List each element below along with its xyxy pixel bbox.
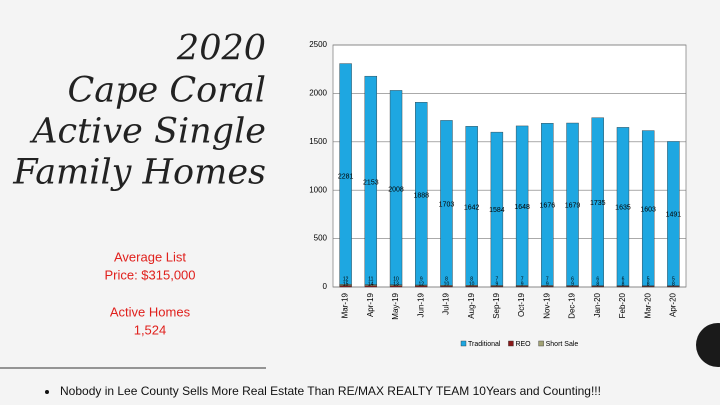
data-label: 1584	[489, 207, 505, 214]
data-label: 1491	[666, 212, 682, 219]
data-label: 9	[420, 276, 423, 282]
data-label: 7	[521, 276, 524, 282]
x-tick-label: Mar-19	[341, 292, 350, 318]
data-label: 1888	[413, 192, 429, 199]
stat-text: Average List	[114, 249, 186, 264]
data-label: 10	[393, 276, 399, 282]
x-tick-label: Mar-20	[643, 292, 652, 318]
title-line: Family Homes	[12, 153, 266, 193]
decor-circle	[696, 323, 720, 367]
data-label: 10	[469, 281, 475, 287]
title-line: 2020	[176, 29, 266, 69]
legend-swatch	[508, 340, 514, 347]
data-label: 2281	[338, 173, 354, 180]
data-label: 1642	[464, 204, 480, 211]
data-label: 1703	[439, 201, 455, 208]
y-tick-label: 500	[314, 234, 328, 243]
data-label: 2153	[363, 180, 379, 187]
data-label: 15	[343, 281, 349, 287]
bar-segment	[490, 131, 504, 286]
bar-segment	[566, 122, 579, 286]
x-tick-label: Nov-19	[542, 292, 551, 318]
y-tick-label: 1500	[309, 137, 327, 146]
x-tick-label: Jan-20	[593, 292, 602, 317]
data-label: 8	[445, 276, 448, 282]
data-label: 7	[546, 276, 549, 282]
data-label: 11	[368, 276, 373, 282]
data-label: 1735	[590, 200, 606, 207]
y-tick-label: 1000	[309, 185, 327, 194]
data-label: 5	[647, 276, 650, 282]
stat-text: Price: $315,000	[104, 267, 195, 282]
x-tick-label: Apr-19	[366, 292, 375, 317]
data-label: 6	[571, 276, 574, 282]
title-line: Cape Coral	[67, 71, 266, 111]
legend-swatch	[460, 340, 467, 347]
data-label: 6	[622, 276, 625, 282]
x-tick-label: Jul-19	[442, 292, 451, 314]
footer-text: Nobody in Lee County Sells More Real Est…	[60, 384, 601, 398]
x-tick-label: Sep-19	[492, 292, 501, 318]
stat-text: Active Homes	[110, 304, 191, 319]
data-label: 12	[418, 281, 424, 287]
data-label: 8	[672, 281, 675, 287]
data-label: 6	[596, 276, 599, 282]
x-tick-label: Dec-19	[568, 292, 577, 318]
data-label: 13	[393, 281, 399, 287]
data-label: 1648	[514, 204, 530, 211]
data-label: 5	[672, 276, 675, 282]
bar-segment	[591, 117, 604, 286]
data-label: 14	[368, 281, 374, 287]
bar-segment	[339, 63, 352, 285]
title-line: Active Single	[29, 112, 266, 152]
bullet	[45, 390, 49, 394]
x-tick-label: Apr-20	[669, 292, 678, 317]
legend-label: Traditional	[468, 341, 501, 348]
bar-segment	[541, 123, 554, 286]
data-label: 7	[496, 276, 499, 282]
x-tick-label: Feb-20	[618, 292, 627, 318]
data-label: 9	[571, 281, 574, 287]
data-label: 9	[546, 281, 549, 287]
legend-label: Short Sale	[546, 341, 579, 348]
x-tick-label: Jun-19	[416, 292, 425, 317]
bar-segment	[515, 125, 529, 286]
data-label: 9	[496, 281, 499, 287]
bar-segment	[465, 126, 478, 286]
data-label: 12	[343, 276, 349, 282]
data-label: 9	[521, 281, 524, 287]
data-label: 8	[596, 281, 599, 287]
bar-segment	[641, 130, 655, 286]
bar-segment	[440, 120, 453, 286]
data-label: 1635	[615, 205, 631, 212]
legend-swatch	[538, 340, 544, 347]
legend-label: REO	[515, 341, 531, 348]
data-label: 2008	[388, 187, 404, 194]
y-tick-label: 0	[323, 282, 328, 291]
stat-text: 1,524	[134, 322, 167, 337]
data-label: 8	[622, 281, 625, 287]
bar-segment	[616, 127, 630, 286]
y-tick-label: 2000	[309, 89, 327, 98]
x-tick-label: Aug-19	[467, 292, 476, 318]
data-label: 8	[647, 281, 650, 287]
y-tick-label: 2500	[309, 40, 327, 49]
bar-segment	[364, 75, 378, 285]
bar-segment	[415, 102, 428, 286]
bar-segment	[389, 90, 403, 285]
bar-segment	[667, 141, 680, 286]
data-label: 8	[470, 276, 473, 282]
data-label: 10	[444, 281, 450, 287]
x-tick-label: Oct-19	[517, 292, 526, 317]
data-label: 1676	[540, 203, 556, 210]
data-label: 1679	[565, 203, 581, 210]
plot-area	[332, 44, 687, 288]
data-label: 1603	[640, 206, 656, 213]
x-tick-label: May-19	[391, 292, 400, 319]
